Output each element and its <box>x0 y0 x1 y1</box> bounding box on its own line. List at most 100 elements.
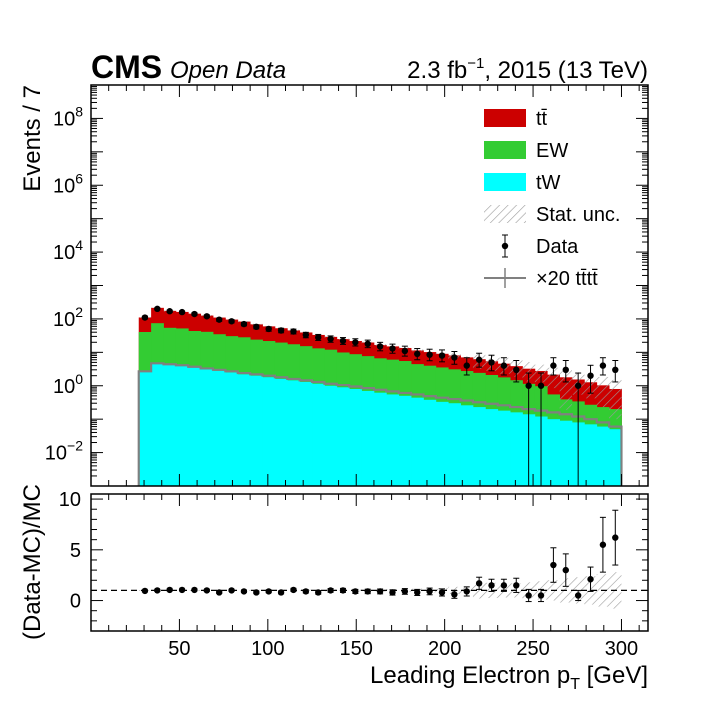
y-tick-exponent: −2 <box>67 438 83 454</box>
ratio-point <box>302 588 310 595</box>
x-tick-label: 100 <box>251 638 284 660</box>
data-point <box>215 316 223 323</box>
y-tick-label: 102 <box>53 304 83 331</box>
legend-label-ew: EW <box>536 140 568 162</box>
y-tick-label: 108 <box>53 103 83 130</box>
ratio-point <box>166 586 173 594</box>
y-tick-base: 10 <box>45 443 67 465</box>
bar-tw <box>423 399 437 486</box>
lumi-value: 2.3 fb <box>407 57 467 84</box>
bar-tw <box>324 385 338 486</box>
ratio-point <box>215 589 223 596</box>
legend-swatch-ttbar <box>484 109 526 127</box>
y-axis-title: Events / 7 <box>19 85 46 192</box>
ratio-point <box>574 592 582 599</box>
stat-unc-band <box>522 361 535 382</box>
ratio-point <box>240 588 248 595</box>
ratio-point <box>537 592 545 599</box>
stat-unc-band <box>609 379 622 420</box>
bar-tw <box>460 405 474 486</box>
ratio-point <box>513 582 520 589</box>
bar-tw <box>250 375 263 486</box>
x-tick-label: 50 <box>168 638 190 660</box>
data-point <box>178 308 186 316</box>
y-tick-base: 10 <box>53 175 75 197</box>
ratio-y-tick-label: 10 <box>59 489 81 511</box>
ratio-point <box>562 566 569 574</box>
data-point <box>451 354 458 361</box>
bar-tw <box>361 390 375 486</box>
data-point <box>253 323 260 331</box>
bar-tw <box>200 369 214 486</box>
ratio-point <box>587 576 594 583</box>
x-axis-title-unit: [GeV] <box>580 662 648 689</box>
data-point <box>327 335 334 343</box>
data-point <box>426 351 433 358</box>
bar-tw <box>349 388 362 486</box>
y-tick-label: 106 <box>53 170 83 197</box>
data-point <box>463 362 470 369</box>
data-point <box>364 340 371 348</box>
stat-unc-band <box>547 367 560 389</box>
stat-unc-band <box>596 376 610 408</box>
data-point <box>141 314 149 321</box>
ratio-point <box>141 587 149 595</box>
bar-tw <box>274 378 288 486</box>
ratio-point <box>550 561 557 569</box>
top-panel-frame <box>90 84 649 487</box>
ratio-point <box>488 582 495 589</box>
data-point <box>166 308 173 315</box>
data-point <box>612 366 619 374</box>
y-tick-label: 104 <box>53 237 83 264</box>
bar-tw <box>188 367 202 486</box>
legend-label-stat: Stat. unc. <box>536 204 621 226</box>
bar-tw <box>472 407 486 486</box>
bar-tw <box>312 383 325 486</box>
legend-swatch-ew <box>484 141 526 159</box>
data-point <box>339 337 347 345</box>
bar-tw <box>584 424 598 486</box>
y-tick-base: 10 <box>53 108 75 130</box>
data-point <box>587 372 594 379</box>
stack-histogram <box>138 307 622 486</box>
legend-entry-tw: tW <box>484 172 561 194</box>
data-point <box>389 345 396 352</box>
ratio-point <box>414 589 421 596</box>
bar-tw <box>287 380 301 486</box>
data-point <box>191 310 198 318</box>
ratio-point <box>352 588 359 595</box>
ratio-point <box>339 587 347 594</box>
x-axis-title-main: Leading Electron p <box>370 662 570 689</box>
ratio-point <box>475 580 483 587</box>
ratio-point <box>426 588 433 595</box>
y-tick-exponent: 8 <box>75 103 83 119</box>
data-point <box>302 331 310 339</box>
bar-tw <box>299 381 313 486</box>
y-tick-base: 10 <box>53 242 75 264</box>
bar-tw <box>485 409 499 486</box>
y-tick-base: 10 <box>53 376 75 398</box>
legend-entry-stat: Stat. unc. <box>484 204 621 226</box>
legend-entry-data: Data <box>501 234 579 258</box>
data-point <box>562 366 569 374</box>
data-point <box>352 339 359 346</box>
data-point <box>315 334 322 341</box>
y-tick-exponent: 2 <box>75 304 83 320</box>
x-axis-title: Leading Electron pT [GeV] <box>370 662 648 693</box>
x-axis-title-sub: T <box>570 676 580 693</box>
bar-tw <box>547 419 560 486</box>
bar-tw <box>237 374 251 486</box>
ratio-point <box>401 588 409 595</box>
data-point <box>265 325 272 333</box>
bottom-panel-frame <box>90 493 649 632</box>
y-tick-base: 10 <box>53 309 75 331</box>
ratio-point <box>376 588 384 595</box>
ratio-point <box>599 541 607 548</box>
legend: tt̄ EW tW Stat. unc. Data ×20 tt̄tt̄ <box>484 108 621 290</box>
stat-unc-band <box>559 368 572 410</box>
x-tick-label: 200 <box>428 638 461 660</box>
bar-tw <box>411 397 424 486</box>
ratio-point <box>500 582 508 589</box>
bar-tw <box>373 392 387 486</box>
